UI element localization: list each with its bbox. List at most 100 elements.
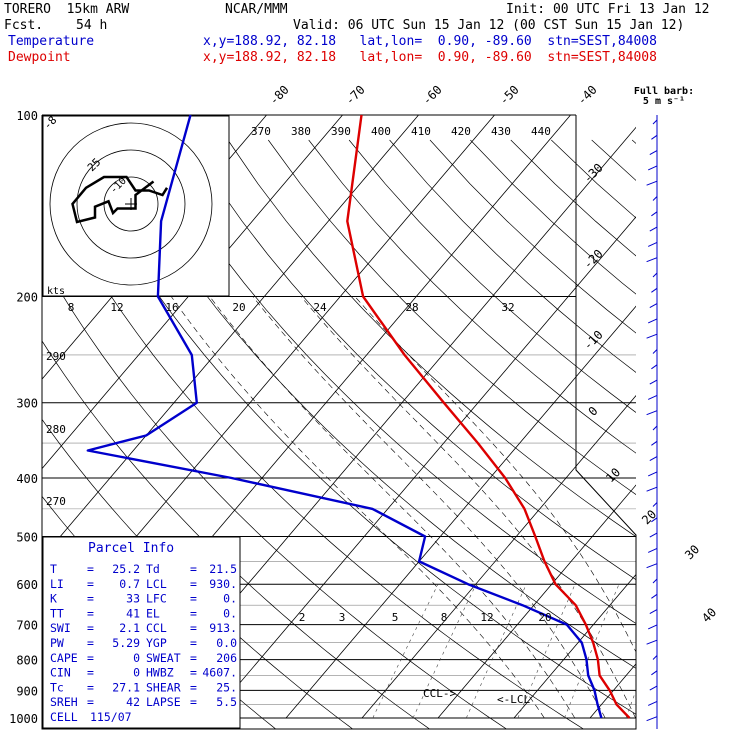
mixing-ratio-label: 3 [339, 611, 346, 624]
mixing-ratio-label: 12 [480, 611, 493, 624]
isotherm-label: 0 [586, 404, 601, 419]
isotherm-label: -50 [497, 83, 522, 108]
pressure-tick-label: 1000 [9, 712, 38, 726]
parcel-key: PW [50, 636, 64, 650]
parcel-value: 33 [126, 592, 140, 606]
parcel-value: 25.2 [112, 562, 140, 576]
wind-barb [646, 563, 658, 569]
parcel-value: 913. [209, 621, 237, 635]
barb-unit-label: 5 m s⁻¹ [643, 96, 685, 107]
dry-adiabat-line [227, 139, 636, 538]
parcel-key: LFC [146, 592, 167, 606]
wind-barb [652, 655, 658, 660]
mixing-ratio-label: 8 [441, 611, 448, 624]
theta-e-label: 410 [411, 125, 431, 138]
wind-barb [647, 624, 658, 630]
wind-barb [646, 333, 658, 339]
hodograph-speed-label: 8 [68, 301, 75, 314]
parcel-key: SREH [50, 695, 78, 709]
forecast-label: Fcst. [4, 18, 44, 33]
wind-barb [646, 410, 658, 416]
ccl-marker-label: CCL-> [423, 687, 456, 700]
parcel-key: Td [146, 562, 160, 576]
parcel-sep: = [87, 577, 94, 591]
parcel-value: 0 [133, 666, 140, 680]
parcel-box-frame [42, 536, 241, 729]
isotherm-line [437, 484, 636, 719]
hodograph-speed-label: 28 [405, 301, 418, 314]
mixing-ratio-label: 20 [538, 611, 551, 624]
wind-barb [652, 349, 658, 354]
isotherm-label: 30 [682, 542, 702, 562]
parcel-sep: = [87, 666, 94, 680]
isotherm-label: -40 [575, 83, 600, 108]
isotherm-line [42, 114, 419, 559]
wind-barb [647, 241, 658, 247]
hodograph-speed-label: 20 [232, 301, 245, 314]
dry-adiabat-line [470, 139, 636, 295]
parcel-key: LI [50, 577, 64, 591]
parcel-sep: = [190, 636, 197, 650]
parcel-sep: = [87, 636, 94, 650]
hodograph-ring [76, 149, 186, 259]
parcel-info-box: Parcel Info T = 25.2 Td = 21.5 LI = 0.7 LCL = 930. K =… [42, 536, 241, 729]
wind-barb [651, 593, 658, 599]
parcel-value: 4607. [202, 666, 237, 680]
isotherm-line [666, 115, 740, 718]
wind-barbs [646, 115, 658, 729]
mixing-ratio-label: 5 [392, 611, 399, 624]
mixing-ratio-line [412, 584, 477, 719]
pressure-tick-label: 700 [16, 619, 38, 633]
parcel-value: 21.5 [209, 562, 237, 576]
parcel-key: CAPE [50, 651, 78, 665]
isotherm-label: -30 [581, 161, 606, 186]
temperature-legend-label: Temperature [8, 34, 95, 49]
mixing-ratio-line [625, 689, 636, 719]
temperature-trace [346, 114, 631, 719]
parcel-sep: = [190, 592, 197, 606]
parcel-key: SWEAT [146, 651, 181, 665]
wind-barb [652, 272, 658, 278]
parcel-sep: = [87, 695, 94, 709]
pressure-tick-label: 300 [16, 397, 38, 411]
wind-barb [646, 639, 658, 645]
moist-adiabat-line [209, 296, 576, 719]
theta-label: 290 [46, 350, 66, 363]
location-line-blue: x,y=188.92, 82.18 lat,lon= 0.90, -89.60 … [203, 34, 657, 49]
wind-barb [651, 670, 658, 676]
parcel-value: 930. [209, 577, 237, 591]
parcel-key: T [50, 562, 57, 576]
valid-time: Valid: 06 UTC Sun 15 Jan 12 (00 CST Sun … [293, 18, 685, 33]
pressure-tick-label: 100 [16, 109, 38, 123]
dry-adiabat-line [268, 139, 636, 495]
dry-adiabat-line [631, 139, 636, 144]
parcel-value: 27.1 [112, 680, 140, 694]
wind-barb [647, 165, 658, 171]
parcel-key: SWI [50, 621, 71, 635]
moist-adiabat-line [252, 296, 606, 719]
hodograph-speed-label: 16 [165, 301, 178, 314]
init-time: Init: 00 UTC Fri 13 Jan 12 [506, 2, 710, 17]
parcel-key: CELL [50, 710, 78, 724]
parcel-value: 5.5 [216, 695, 237, 709]
sounding-traces [86, 114, 631, 719]
dry-adiabat-line [429, 139, 636, 334]
theta-e-label: 420 [451, 125, 471, 138]
parcel-value: 0. [223, 592, 237, 606]
pressure-tick-label: 900 [16, 684, 38, 698]
theta-label: 280 [46, 423, 66, 436]
parcel-value: 41 [126, 606, 140, 620]
theta-label: 270 [46, 495, 66, 508]
theta-e-label: 390 [331, 125, 351, 138]
wind-barb [649, 226, 658, 232]
parcel-sep: = [190, 680, 197, 694]
wind-barb [646, 257, 658, 263]
parcel-sep: = [190, 606, 197, 620]
wind-barb [649, 532, 658, 538]
dry-adiabat-line [591, 139, 636, 181]
moist-adiabat-line [354, 296, 636, 653]
pressure-tick-label: 500 [16, 530, 38, 544]
parcel-key: EL [146, 606, 160, 620]
isotherm-label: 40 [699, 605, 719, 625]
